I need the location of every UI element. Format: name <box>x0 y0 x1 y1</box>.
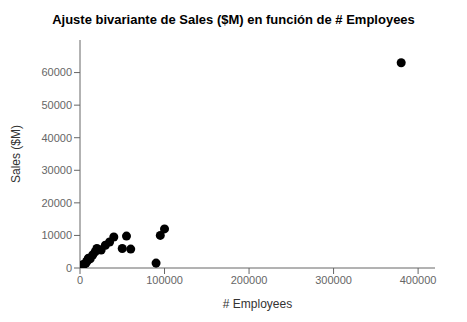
svg-text:# Employees: # Employees <box>223 297 292 311</box>
svg-text:0: 0 <box>77 274 83 286</box>
html-text:Ajuste bivariante de Sales ($M: Ajuste bivariante de Sales ($M) en funci… <box>52 12 415 27</box>
svg-text:100000: 100000 <box>146 274 183 286</box>
svg-text:40000: 40000 <box>41 132 72 144</box>
svg-text:30000: 30000 <box>41 164 72 176</box>
svg-text:Sales ($M): Sales ($M) <box>9 125 23 183</box>
svg-text:0: 0 <box>66 262 72 274</box>
svg-text:20000: 20000 <box>41 197 72 209</box>
svg-text:50000: 50000 <box>41 99 72 111</box>
svg-text:10000: 10000 <box>41 229 72 241</box>
svg-text:60000: 60000 <box>41 66 72 78</box>
svg-text:300000: 300000 <box>315 274 352 286</box>
svg-text:200000: 200000 <box>231 274 268 286</box>
svg-text:400000: 400000 <box>400 274 437 286</box>
